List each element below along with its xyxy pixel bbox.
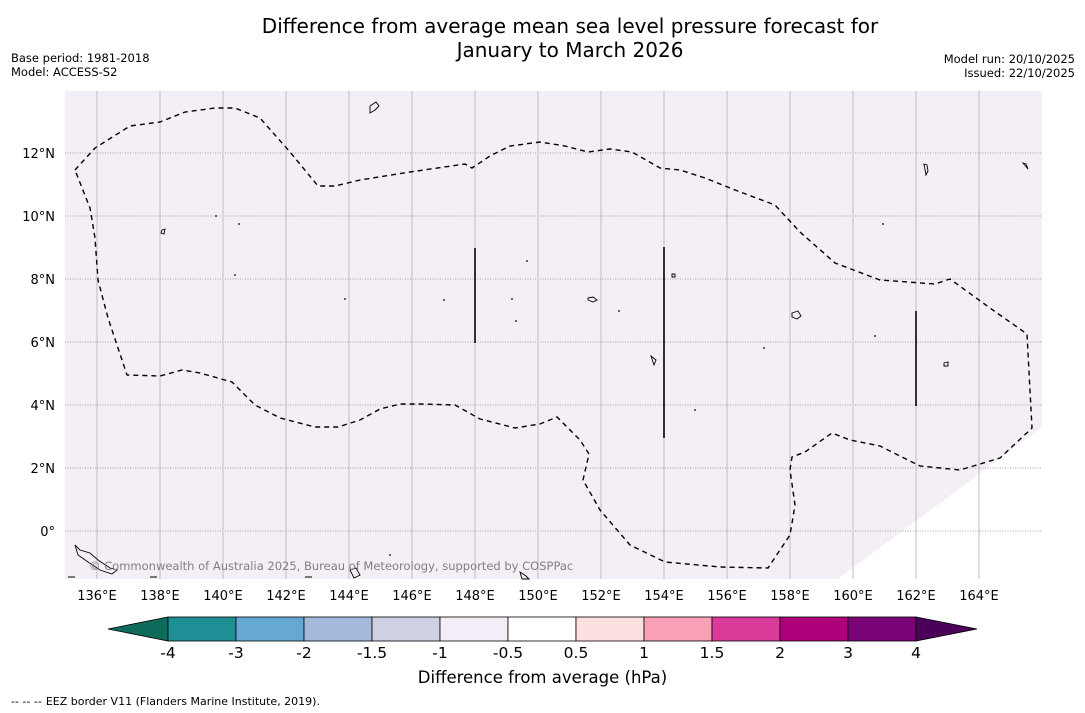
footnote: -- -- -- EEZ border V11 (Flanders Marine … [11, 695, 320, 708]
model-run-date: Model run: 20/10/2025 [943, 52, 1075, 66]
longitude-label: 154°E [644, 589, 684, 604]
islet [694, 409, 696, 411]
island [369, 101, 380, 114]
longitude-label: 162°E [896, 589, 936, 604]
footnote-text: EEZ border V11 (Flanders Marine Institut… [45, 695, 320, 708]
longitude-label: 150°E [518, 589, 558, 604]
island [160, 228, 166, 235]
colorbar-segment [779, 616, 849, 642]
islet [526, 260, 528, 262]
eez-legend-dashes: -- -- -- [11, 695, 42, 708]
island [943, 361, 949, 367]
issued-date: Issued: 22/10/2025 [964, 66, 1075, 80]
colorbar-segment [439, 616, 509, 642]
island [671, 273, 676, 278]
latitude-label: 10°N [22, 210, 55, 225]
islet [763, 347, 765, 349]
island [650, 354, 657, 367]
colorbar-segment [643, 616, 713, 642]
colorbar-segment [235, 616, 305, 642]
map-panel: © Commonwealth of Australia 2025, Bureau… [65, 91, 1042, 580]
island [349, 567, 361, 579]
islet [238, 223, 240, 225]
longitude-label: 144°E [329, 589, 369, 604]
no-data-region [838, 427, 1042, 579]
colorbar-segment [371, 616, 441, 642]
colorbar-tick-label: 1 [639, 644, 649, 662]
axis-labels: 12°N 10°N 8°N 6°N 4°N 2°N 0° 136°E 138°E 140°E 142… [22, 147, 999, 604]
longitude-label: 138°E [140, 589, 180, 604]
islet [389, 554, 391, 556]
longitude-label: 158°E [770, 589, 810, 604]
colorbar-segment [507, 616, 577, 642]
colorbar-tick-label: -1 [432, 644, 447, 662]
colorbar-tick-label: 4 [911, 644, 921, 662]
colorbar-tick-label: -3 [228, 644, 243, 662]
colorbar-tick-label: -2 [296, 644, 311, 662]
colorbar-tick-label: 1.5 [700, 644, 725, 662]
islands [68, 101, 1029, 580]
colorbar-tick-label: 0.5 [564, 644, 589, 662]
colorbar-upper-extension [915, 616, 978, 642]
forecast-fill [65, 91, 1042, 579]
colorbar-segment [847, 616, 917, 642]
colorbar-tick-label: 3 [843, 644, 853, 662]
colorbar-segment [303, 616, 373, 642]
latitude-label: 0° [40, 525, 55, 540]
island [587, 296, 598, 303]
islet [443, 299, 445, 301]
latitude-label: 12°N [22, 147, 55, 162]
colorbar: -4 -3 -2 -1.5 -1 -0.5 0.5 1 1.5 2 3 4 [107, 616, 978, 662]
island [519, 570, 531, 580]
colorbar-lower-extension [107, 616, 169, 642]
islet [515, 320, 517, 322]
island [1021, 162, 1029, 170]
colorbar-segment [167, 616, 237, 642]
longitude-label: 140°E [203, 589, 243, 604]
island-dots [215, 215, 884, 556]
title-line-2: January to March 2026 [456, 38, 684, 62]
longitude-label: 146°E [392, 589, 432, 604]
colorbar-segment [575, 616, 645, 642]
islet [344, 298, 346, 300]
chart-title: Difference from average mean sea level p… [0, 14, 1085, 62]
islet [215, 215, 217, 217]
base-period: Base period: 1981-2018 [11, 51, 150, 65]
latitude-label: 6°N [31, 336, 56, 351]
island [791, 310, 802, 320]
island [74, 544, 118, 575]
copyright-notice: © Commonwealth of Australia 2025, Bureau… [89, 559, 573, 573]
latitude-label: 4°N [31, 399, 56, 414]
colorbar-segment [711, 616, 781, 642]
longitude-label: 148°E [455, 589, 495, 604]
longitude-label: 160°E [833, 589, 873, 604]
colorbar-tick-label: 2 [775, 644, 785, 662]
islet [234, 274, 236, 276]
colorbar-tick-label: -4 [160, 644, 175, 662]
longitude-label: 142°E [266, 589, 306, 604]
longitude-label: 156°E [707, 589, 747, 604]
islet [874, 335, 876, 337]
eez-border [74, 107, 1033, 569]
longitude-label: 136°E [77, 589, 117, 604]
model-info: Base period: 1981-2018 Model: ACCESS-S2 [11, 51, 150, 79]
colorbar-tick-label: -0.5 [493, 644, 523, 662]
latitude-label: 8°N [31, 273, 56, 288]
islet [618, 310, 620, 312]
longitude-label: 164°E [959, 589, 999, 604]
longitude-label: 152°E [581, 589, 621, 604]
colorbar-tick-label: -1.5 [357, 644, 387, 662]
islet [511, 298, 513, 300]
latitude-label: 2°N [31, 462, 56, 477]
title-line-1: Difference from average mean sea level p… [261, 14, 879, 38]
run-info: Model run: 20/10/2025 Issued: 22/10/2025 [944, 52, 1075, 80]
colorbar-title: Difference from average (hPa) [417, 668, 668, 687]
island [923, 163, 929, 177]
model-name: Model: ACCESS-S2 [11, 65, 118, 79]
graticule [65, 91, 1042, 579]
islet [882, 223, 884, 225]
